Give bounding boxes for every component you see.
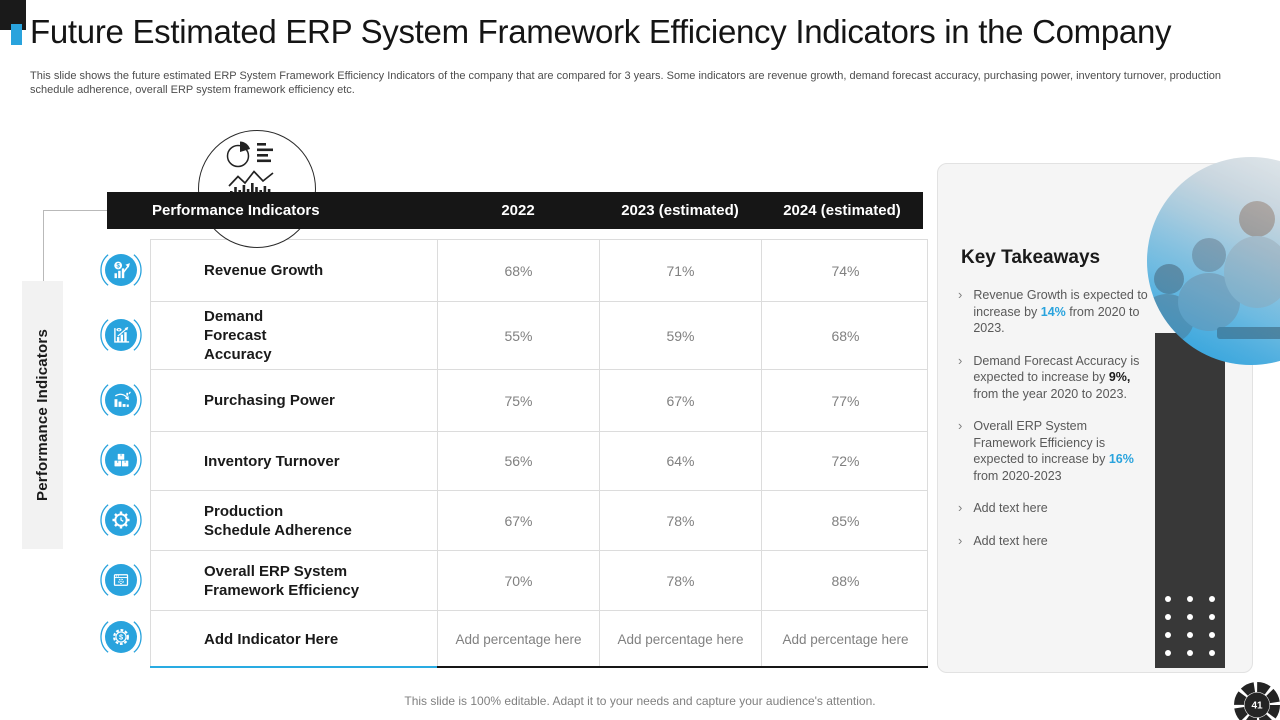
production-schedule-adherence-icon bbox=[99, 498, 143, 542]
indicator-value-2023: 67% bbox=[600, 370, 762, 431]
indicator-value-2023: 71% bbox=[600, 240, 762, 301]
indicator-value-2024: 68% bbox=[831, 327, 860, 344]
shutter-gear-badge: 41 bbox=[1233, 681, 1280, 720]
indicator-value-2022: 70% bbox=[438, 551, 600, 610]
chevron-bullet-icon: › bbox=[958, 287, 963, 302]
key-takeaways-list: › Revenue Growth is expected to increase … bbox=[958, 287, 1163, 565]
column-header-2024: 2024 (estimated) bbox=[783, 202, 901, 219]
table-row: Inventory Turnover 56% 64% 72% bbox=[151, 432, 927, 491]
team-photo-circle bbox=[1147, 157, 1280, 365]
column-header-indicators: Performance Indicators bbox=[152, 202, 320, 219]
indicator-value-2022: 56% bbox=[438, 432, 600, 490]
svg-text:$: $ bbox=[116, 263, 120, 270]
overall-erp-framework-efficiency-icon bbox=[99, 558, 143, 602]
indicator-value-2024: 88% bbox=[831, 572, 860, 589]
takeaway-text: Add text here bbox=[973, 533, 1048, 548]
indicator-value-2022[interactable]: Add percentage here bbox=[438, 611, 600, 668]
indicator-label: Overall ERP System Framework Efficiency bbox=[151, 551, 438, 610]
indicator-value-2024: 77% bbox=[831, 392, 860, 409]
indicator-value-2023: 78% bbox=[600, 491, 762, 550]
side-label: Performance Indicators bbox=[22, 281, 63, 549]
indicator-value-2022: 55% bbox=[438, 302, 600, 369]
svg-text:$: $ bbox=[119, 633, 123, 642]
panel-dark-bar bbox=[1155, 333, 1225, 668]
indicator-value-2024: 74% bbox=[831, 262, 860, 279]
indicator-label: Revenue Growth bbox=[151, 240, 438, 301]
indicator-value-2024: 85% bbox=[831, 512, 860, 529]
footer-note: This slide is 100% editable. Adapt it to… bbox=[404, 694, 876, 708]
indicator-value-2022: 75% bbox=[438, 370, 600, 431]
table-bottom-accent-black bbox=[437, 666, 928, 668]
side-label-text: Performance Indicators bbox=[34, 329, 51, 501]
table-row: Add Indicator Here Add percentage here A… bbox=[151, 611, 927, 668]
title-accent-square bbox=[11, 24, 22, 45]
inventory-turnover-icon bbox=[99, 438, 143, 482]
purchasing-power-icon bbox=[99, 378, 143, 422]
indicator-value-2022: 68% bbox=[438, 240, 600, 301]
takeaway-item: › Overall ERP System Framework Efficiency… bbox=[958, 418, 1163, 484]
indicator-value-2023: 59% bbox=[600, 302, 762, 369]
chevron-bullet-icon: › bbox=[958, 352, 963, 368]
indicator-label: Demand Forecast Accuracy bbox=[151, 302, 438, 369]
chevron-bullet-icon: › bbox=[958, 500, 963, 515]
chevron-bullet-icon: › bbox=[958, 532, 963, 548]
page-title: Future Estimated ERP System Framework Ef… bbox=[30, 13, 1172, 50]
add-indicator-icon: $ bbox=[99, 615, 143, 659]
key-takeaways-title: Key Takeaways bbox=[961, 247, 1101, 268]
takeaway-item[interactable]: › Add text here bbox=[958, 500, 1163, 517]
indicator-value-2023[interactable]: Add percentage here bbox=[600, 611, 762, 668]
table-row: Revenue Growth 68% 71% 74% bbox=[151, 240, 927, 302]
takeaway-text: Demand Forecast Accuracy is expected to … bbox=[973, 353, 1140, 401]
table-row: Demand Forecast Accuracy 55% 59% 68% bbox=[151, 302, 927, 370]
indicator-label: Production Schedule Adherence bbox=[151, 491, 438, 550]
indicator-value-2024[interactable]: Add percentage here bbox=[782, 632, 909, 647]
table-row: Overall ERP System Framework Efficiency … bbox=[151, 551, 927, 611]
column-header-2022: 2022 bbox=[501, 202, 535, 219]
takeaway-text: Add text here bbox=[973, 501, 1048, 515]
takeaway-item[interactable]: › Add text here bbox=[958, 533, 1163, 550]
table-row: Purchasing Power 75% 67% 77% bbox=[151, 370, 927, 432]
connector-line-vertical bbox=[43, 210, 44, 282]
demand-forecast-accuracy-icon bbox=[99, 313, 143, 357]
takeaway-text: Overall ERP System Framework Efficiency … bbox=[973, 419, 1134, 483]
dots-grid bbox=[1165, 596, 1215, 656]
indicators-table: Revenue Growth 68% 71% 74% Demand Foreca… bbox=[150, 239, 928, 668]
page-number: 41 bbox=[1251, 701, 1263, 712]
table-bottom-accent-cyan bbox=[150, 666, 437, 668]
indicator-value-2024: 72% bbox=[831, 453, 860, 469]
table-row: Production Schedule Adherence 67% 78% 85… bbox=[151, 491, 927, 551]
connector-line-horizontal bbox=[43, 210, 107, 211]
chevron-bullet-icon: › bbox=[958, 418, 963, 433]
takeaway-text: Revenue Growth is expected to increase b… bbox=[973, 288, 1148, 335]
indicator-label[interactable]: Add Indicator Here bbox=[151, 611, 438, 668]
takeaway-item: › Revenue Growth is expected to increase … bbox=[958, 287, 1163, 337]
table-header: Performance Indicators 2022 2023 (estima… bbox=[107, 192, 923, 229]
analytics-charts-icon bbox=[198, 130, 316, 248]
indicator-label: Inventory Turnover bbox=[151, 432, 438, 490]
takeaway-item: › Demand Forecast Accuracy is expected to… bbox=[958, 353, 1163, 403]
slide-description: This slide shows the future estimated ER… bbox=[30, 70, 1222, 96]
indicator-value-2023: 64% bbox=[600, 432, 762, 490]
column-header-2023: 2023 (estimated) bbox=[621, 202, 739, 219]
indicator-value-2023: 78% bbox=[600, 551, 762, 610]
indicator-label: Purchasing Power bbox=[151, 370, 438, 431]
revenue-growth-icon: $ bbox=[99, 248, 143, 292]
indicator-value-2022: 67% bbox=[438, 491, 600, 550]
